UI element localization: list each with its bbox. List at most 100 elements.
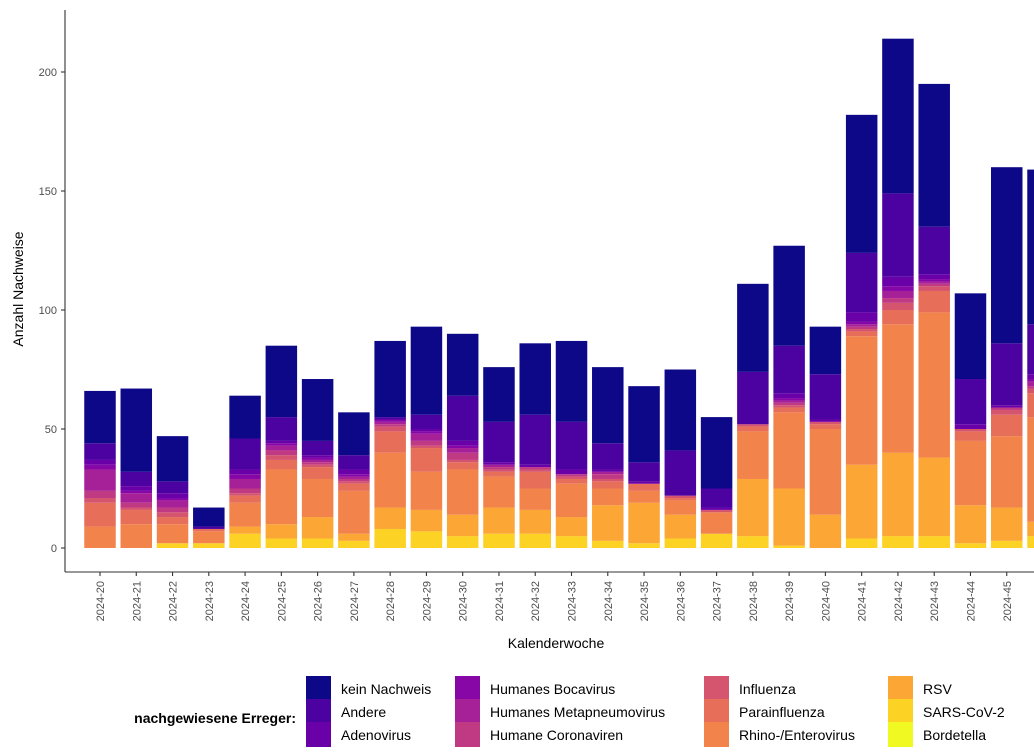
bar-segment-humanes-bocavirus-2024-43: [918, 279, 950, 282]
bar-segment-kein-nachweis-2024-46: [1027, 169, 1034, 325]
bar-segment-humane-coronaviren-2024-21: [120, 502, 153, 508]
bar-segment-humane-coronaviren-2024-26: [301, 462, 334, 465]
bar-segment-humane-coronaviren-2024-43: [918, 283, 950, 287]
bar-segment-sars-cov-2-2024-46: [1027, 536, 1034, 548]
bar-segment-humanes-metapneumovirus-2024-20: [84, 469, 116, 491]
bar-segment-humane-coronaviren-2024-45: [991, 407, 1023, 410]
x-tick-label: 2024-40: [820, 581, 832, 621]
bar-segment-andere-2024-30: [446, 395, 479, 441]
x-tick-label: 2024-22: [168, 581, 180, 621]
bar-segment-adenovirus-2024-43: [918, 274, 950, 280]
bar-segment-influenza-2024-28: [374, 426, 406, 432]
bar-segment-andere-2024-38: [737, 371, 769, 425]
bar-segment-kein-nachweis-2024-31: [483, 367, 515, 422]
bar-segment-rsv-2024-43: [918, 457, 950, 537]
bar-segment-humane-coronaviren-2024-39: [773, 402, 805, 406]
bar-segment-kein-nachweis-2024-24: [229, 395, 261, 439]
legend-swatch-humanes-metapneumovirus: [455, 699, 480, 724]
bar-segment-kein-nachweis-2024-28: [374, 340, 406, 418]
bar-segment-humanes-bocavirus-2024-22: [156, 498, 189, 501]
bar-segment-humanes-bocavirus-2024-41: [845, 321, 878, 325]
bar-segment-parainfluenza-2024-29: [410, 448, 443, 472]
bar-segment-rhino-enterovirus-2024-39: [773, 412, 805, 489]
bar-segment-humanes-metapneumovirus-2024-42: [882, 290, 914, 299]
bar-segment-rhino-enterovirus-2024-37: [700, 512, 733, 534]
bar-segment-rhino-enterovirus-2024-26: [301, 478, 334, 518]
x-ticks: 2024-20 2024-21 2024-22 2024-23 2024-24 2024-…: [95, 572, 1014, 621]
y-tick-label: 100: [39, 305, 57, 317]
bar-segment-rhino-enterovirus-2024-20: [84, 526, 116, 548]
bar-segment-adenovirus-2024-25: [265, 440, 298, 444]
y-tick-label: 50: [45, 424, 57, 436]
bar-segment-adenovirus-2024-21: [120, 486, 153, 491]
bar-segment-humanes-metapneumovirus-2024-25: [265, 445, 298, 451]
bar-segment-humanes-metapneumovirus-2024-27: [338, 476, 370, 479]
bar-segment-influenza-2024-37: [700, 509, 733, 513]
x-tick-label: 2024-29: [421, 581, 433, 621]
legend-swatch-rhino-enterovirus: [704, 722, 729, 747]
bar-segment-influenza-2024-33: [555, 476, 588, 479]
bar-segment-influenza-2024-31: [483, 469, 515, 472]
bar-segment-kein-nachweis-2024-41: [845, 114, 878, 253]
bar-segment-rsv-2024-36: [664, 514, 697, 539]
bar-segment-sars-cov-2-2024-32: [519, 533, 551, 548]
bar-segment-rsv-2024-39: [773, 488, 805, 546]
bar-segment-influenza-2024-39: [773, 405, 805, 408]
legend-swatch-sars-cov-2: [888, 699, 913, 724]
bar-segment-adenovirus-2024-46: [1027, 374, 1034, 380]
legend-label-rsv: RSV: [923, 681, 952, 697]
bar-segment-kein-nachweis-2024-37: [700, 417, 733, 489]
bar-segment-humanes-bocavirus-2024-26: [301, 457, 334, 460]
legend-title: nachgewiesene Erreger:: [134, 710, 296, 726]
bar-segment-sars-cov-2-2024-27: [338, 540, 370, 548]
x-tick-label: 2024-43: [929, 581, 941, 621]
y-tick-label: 200: [39, 67, 57, 79]
bar-segment-andere-2024-31: [483, 421, 515, 463]
bar-segment-rsv-2024-27: [338, 533, 370, 541]
bar-segment-humanes-bocavirus-2024-42: [882, 286, 914, 291]
bar-segment-andere-2024-43: [918, 226, 950, 275]
bar-segment-rhino-enterovirus-2024-42: [882, 324, 914, 453]
bar-segment-andere-2024-37: [700, 488, 733, 508]
legend-swatch-humane-coronaviren: [455, 722, 480, 747]
bar-segment-sars-cov-2-2024-38: [737, 536, 769, 548]
bar-segment-humanes-bocavirus-2024-28: [374, 419, 406, 422]
bar-segment-adenovirus-2024-32: [519, 464, 551, 468]
bar-segment-rsv-2024-26: [301, 517, 334, 539]
bar-segment-kein-nachweis-2024-34: [592, 367, 624, 444]
bar-segment-humane-coronaviren-2024-20: [84, 490, 116, 499]
bar-segment-parainfluenza-2024-32: [519, 471, 551, 489]
bar-segment-adenovirus-2024-27: [338, 469, 370, 475]
bar-segment-kein-nachweis-2024-36: [664, 369, 697, 451]
bar-segment-parainfluenza-2024-44: [954, 431, 987, 441]
bar-segment-parainfluenza-2024-23: [193, 528, 225, 532]
bar-segment-parainfluenza-2024-21: [120, 509, 153, 525]
bar-segment-influenza-2024-34: [592, 478, 624, 482]
x-tick-label: 2024-39: [784, 581, 796, 621]
bar-segment-rhino-enterovirus-2024-28: [374, 452, 406, 508]
bar-segment-humanes-metapneumovirus-2024-34: [592, 471, 624, 475]
bar-segment-parainfluenza-2024-36: [664, 498, 697, 501]
x-tick-label: 2024-28: [385, 581, 397, 621]
bar-segment-humane-coronaviren-2024-24: [229, 488, 261, 494]
bar-segment-parainfluenza-2024-20: [84, 502, 116, 527]
bar-segment-andere-2024-22: [156, 481, 189, 494]
legend-label-humanes-bocavirus: Humanes Bocavirus: [490, 681, 615, 697]
bar-segment-sars-cov-2-2024-37: [700, 533, 733, 548]
bar-segment-andere-2024-35: [628, 462, 660, 482]
bar-segment-sars-cov-2-2024-29: [410, 531, 443, 548]
x-tick-label: 2024-32: [530, 581, 542, 621]
bar-segment-parainfluenza-2024-33: [555, 478, 588, 484]
bar-segment-parainfluenza-2024-24: [229, 495, 261, 503]
bar-segment-kein-nachweis-2024-30: [446, 333, 479, 396]
bar-segment-influenza-2024-29: [410, 445, 443, 449]
bar-segment-humane-coronaviren-2024-28: [374, 424, 406, 427]
bar-segment-kein-nachweis-2024-32: [519, 343, 551, 415]
bar-segment-humanes-metapneumovirus-2024-22: [156, 500, 189, 508]
y-ticks: 0 50 100 150 200: [39, 67, 65, 555]
bar-segment-rhino-enterovirus-2024-36: [664, 500, 697, 515]
bar-segment-humanes-metapneumovirus-2024-31: [483, 464, 515, 468]
bar-segment-rsv-2024-35: [628, 502, 660, 544]
bar-segment-sars-cov-2-2024-31: [483, 533, 515, 548]
legend-label-andere: Andere: [341, 704, 386, 720]
